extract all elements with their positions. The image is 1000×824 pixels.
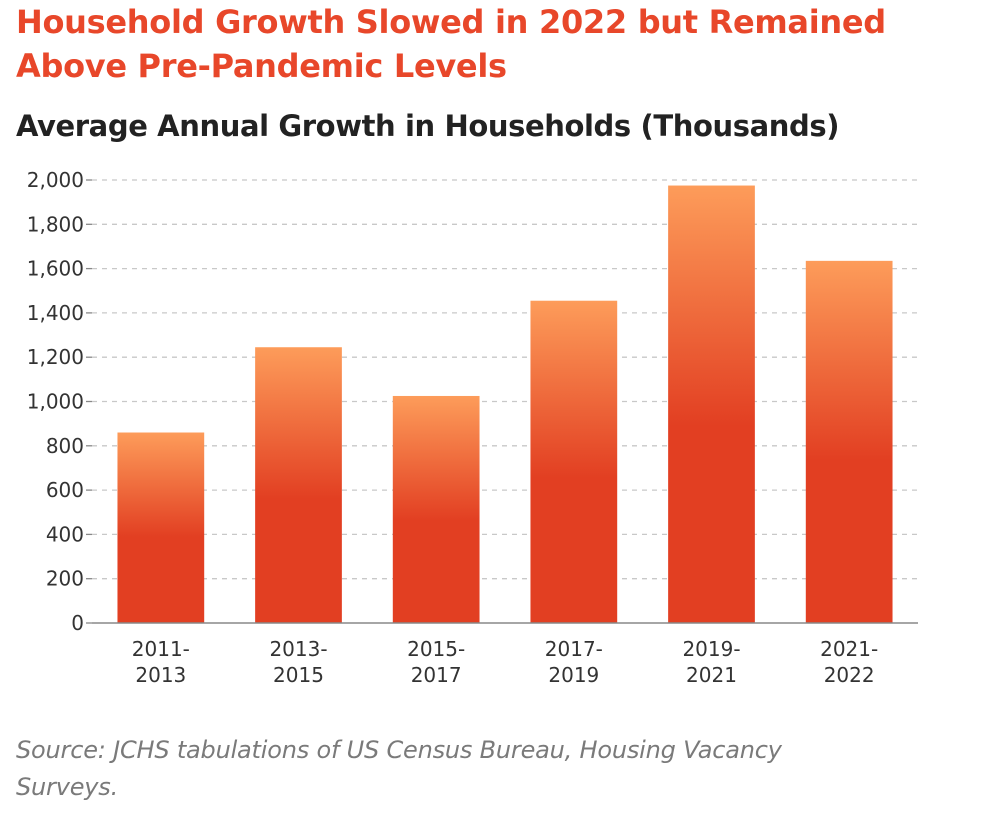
x-axis-ticks: 2011-2013 2013-2015 2015-2017 2017-2019 2019… (132, 637, 878, 687)
chart-subtitle: Average Annual Growth in Households (Tho… (16, 109, 840, 143)
axes (86, 179, 918, 624)
x-tick-label: 2011-2013 (132, 637, 190, 687)
bar (392, 395, 480, 623)
y-tick-label: 600 (46, 478, 84, 502)
bar (530, 300, 618, 623)
y-axis-ticks: 0 200 400 600 800 1,000 1,200 1,400 1,600 1,800 2,… (27, 168, 84, 635)
x-tick-label: 2013-2015 (269, 637, 327, 687)
x-tick-label: 2017-2019 (545, 637, 603, 687)
y-tick-label: 1,200 (27, 345, 84, 369)
bar (668, 185, 755, 623)
y-tick-label: 200 (46, 567, 84, 591)
x-tick-label: 2021-2022 (820, 637, 878, 687)
y-tick-label: 1,000 (27, 390, 84, 414)
bars (117, 185, 893, 623)
source-note: Source: JCHS tabulations of US Census Bu… (16, 736, 782, 801)
chart-title: Household Growth Slowed in 2022 but Rema… (16, 3, 886, 85)
y-tick-label: 1,400 (27, 301, 84, 325)
x-tick-label: 2015-2017 (407, 637, 465, 687)
bar (255, 347, 342, 623)
y-tick-label: 1,600 (27, 257, 84, 281)
y-tick-label: 400 (46, 522, 84, 546)
y-tick-label: 1,800 (27, 212, 84, 236)
bar (117, 432, 205, 623)
bar (805, 260, 893, 623)
y-tick-label: 0 (71, 611, 84, 635)
bar-chart: 0 200 400 600 800 1,000 1,200 1,400 1,600 1,800 2,… (27, 168, 918, 687)
y-tick-label: 2,000 (27, 168, 84, 192)
gridlines (92, 179, 918, 580)
y-tick-label: 800 (46, 434, 84, 458)
x-tick-label: 2019-2021 (682, 637, 740, 687)
